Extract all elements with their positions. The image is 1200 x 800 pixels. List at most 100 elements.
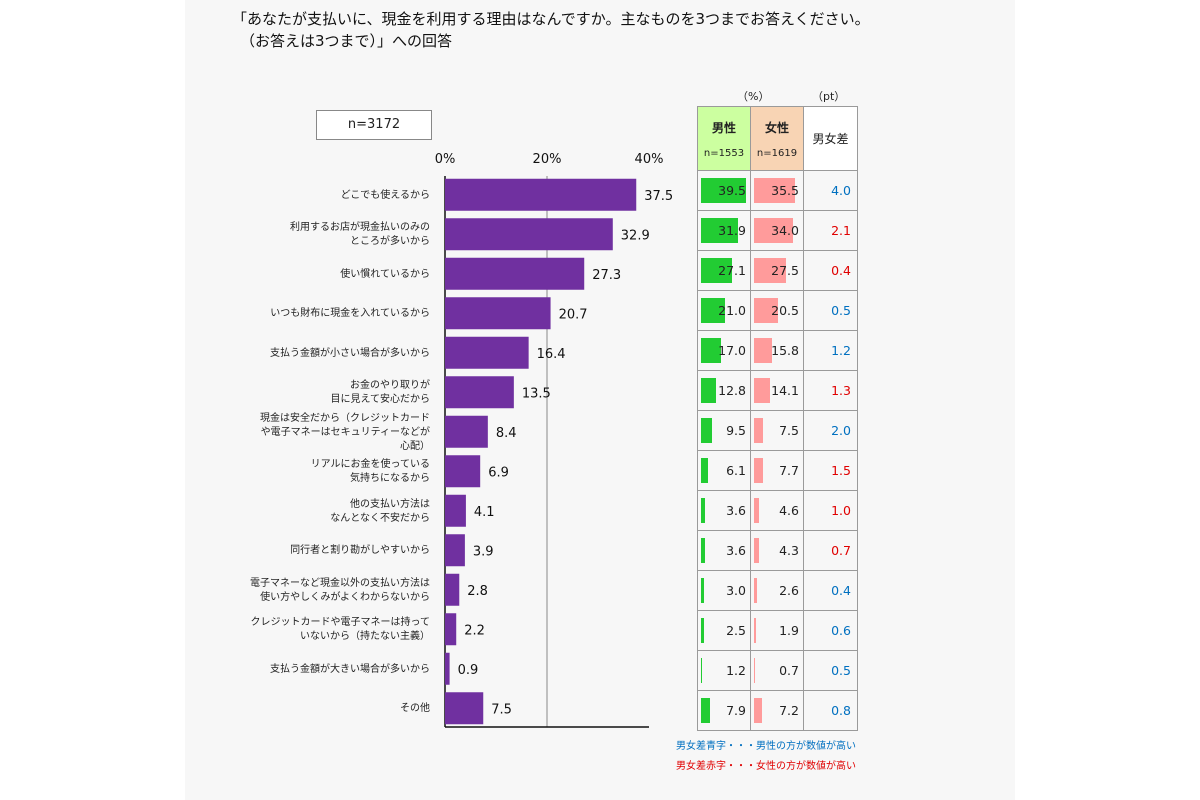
- male-cell-value: 21.0: [718, 303, 746, 318]
- bar: [445, 534, 465, 567]
- male-cell: 17.0: [697, 330, 751, 371]
- table-row: 3.6 4.6 1.0: [697, 490, 858, 531]
- male-cell-value: 2.5: [726, 623, 746, 638]
- category-label: その他: [400, 703, 430, 715]
- male-cell-bar: [701, 338, 721, 363]
- male-cell-bar: [701, 458, 708, 483]
- data-label: 3.9: [473, 544, 494, 559]
- diff-cell: 0.8: [803, 690, 858, 731]
- diff-cell: 2.0: [803, 410, 858, 451]
- category-label: 電子マネーなど現金以外の支払い方法は 使い方やしくみがよくわからないから: [250, 577, 430, 603]
- table-row: 2.5 1.9 0.6: [697, 610, 858, 651]
- data-label: 4.1: [474, 505, 495, 520]
- table-row: 39.5 35.5 4.0: [697, 170, 858, 211]
- male-cell: 3.0: [697, 570, 751, 611]
- diff-cell: 0.4: [803, 570, 858, 611]
- female-cell-value: 0.7: [779, 663, 799, 678]
- female-cell: 15.8: [750, 330, 804, 371]
- bar: [445, 257, 585, 290]
- female-sample-size: n=1619: [756, 147, 798, 159]
- female-cell-value: 35.5: [771, 183, 799, 198]
- female-cell: 4.3: [750, 530, 804, 571]
- diff-cell: 0.4: [803, 250, 858, 291]
- diff-header: 男女差: [803, 106, 858, 171]
- male-header-label: 男性: [711, 120, 736, 135]
- data-label: 2.8: [467, 584, 488, 599]
- male-cell: 3.6: [697, 490, 751, 531]
- x-tick-label: 0%: [435, 152, 456, 167]
- data-label: 6.9: [488, 465, 509, 480]
- table-row: 1.2 0.7 0.5: [697, 650, 858, 691]
- female-cell: 20.5: [750, 290, 804, 331]
- category-label: 他の支払い方法は なんとなく不安だから: [330, 498, 430, 524]
- female-cell-bar: [754, 298, 778, 323]
- diff-cell: 0.5: [803, 650, 858, 691]
- sample-size-box: n=3172: [316, 110, 432, 140]
- male-cell: 1.2: [697, 650, 751, 691]
- category-label: クレジットカードや電子マネーは持って いないから（持たない主義）: [250, 617, 431, 643]
- diff-cell: 1.5: [803, 450, 858, 491]
- female-cell-bar: [754, 498, 760, 523]
- male-cell-bar: [701, 618, 704, 643]
- female-cell-value: 7.5: [779, 423, 799, 438]
- male-cell-bar: [701, 698, 711, 723]
- diff-cell: 1.3: [803, 370, 858, 411]
- data-label: 27.3: [592, 268, 621, 283]
- male-cell-bar: [701, 378, 716, 403]
- female-header-label: 女性: [764, 120, 789, 135]
- male-cell: 2.5: [697, 610, 751, 651]
- bar: [445, 297, 551, 330]
- data-label: 2.2: [464, 623, 485, 638]
- title-line-2: （お答えは3つまで）」への回答: [240, 32, 453, 50]
- female-cell-value: 20.5: [771, 303, 799, 318]
- male-cell-value: 39.5: [718, 183, 746, 198]
- bar: [445, 178, 637, 211]
- data-label: 8.4: [496, 426, 517, 441]
- table-unit-percent: （%）: [737, 90, 770, 103]
- table-row: 27.1 27.5 0.4: [697, 250, 858, 291]
- female-cell: 14.1: [750, 370, 804, 411]
- female-cell-bar: [754, 178, 795, 203]
- male-cell-value: 12.8: [718, 383, 746, 398]
- male-cell: 12.8: [697, 370, 751, 411]
- male-cell-value: 9.5: [726, 423, 746, 438]
- male-header: 男性 n=1553: [697, 106, 751, 171]
- female-cell-bar: [754, 218, 794, 243]
- data-label: 0.9: [458, 663, 479, 678]
- female-cell-bar: [754, 418, 763, 443]
- female-cell-bar: [754, 458, 763, 483]
- table-row: 3.6 4.3 0.7: [697, 530, 858, 571]
- male-cell-value: 1.2: [726, 663, 746, 678]
- female-cell-bar: [754, 698, 763, 723]
- category-label: お金のやり取りが 目に見えて安心だから: [330, 380, 431, 406]
- category-label: 支払う金額が小さい場合が多いから: [270, 347, 430, 359]
- male-cell-value: 27.1: [718, 263, 746, 278]
- title-line-1: 「あなたが支払いに、現金を利用する理由はなんですか。主なものを3つまでお答えくだ…: [232, 10, 870, 28]
- table-header-row: 男性 n=1553 女性 n=1619 男女差: [697, 106, 858, 171]
- table-unit-pt: （pt）: [812, 90, 846, 103]
- bar: [445, 652, 450, 685]
- bar: [445, 415, 488, 448]
- male-cell-bar: [701, 538, 706, 563]
- diff-cell: 0.6: [803, 610, 858, 651]
- male-cell-value: 17.0: [718, 343, 746, 358]
- female-cell: 2.6: [750, 570, 804, 611]
- male-cell-bar: [701, 418, 712, 443]
- data-label: 20.7: [559, 307, 588, 322]
- category-label: 支払う金額が大きい場合が多いから: [270, 663, 430, 675]
- female-cell: 7.7: [750, 450, 804, 491]
- x-tick-label: 40%: [635, 152, 664, 167]
- female-cell-bar: [754, 538, 759, 563]
- table-row: 31.9 34.0 2.1: [697, 210, 858, 251]
- category-label: 同行者と割り勘がしやすいから: [290, 545, 430, 557]
- bar: [445, 376, 514, 409]
- female-cell-value: 1.9: [779, 623, 799, 638]
- male-cell-bar: [701, 258, 733, 283]
- category-label: いつも財布に現金を入れているから: [270, 308, 430, 320]
- category-label: リアルにお金を使っている 気持ちになるから: [310, 459, 430, 485]
- male-cell-bar: [701, 578, 705, 603]
- female-cell-bar: [754, 338, 773, 363]
- female-cell-bar: [754, 258, 786, 283]
- female-cell-value: 7.7: [779, 463, 799, 478]
- female-cell-bar: [754, 618, 757, 643]
